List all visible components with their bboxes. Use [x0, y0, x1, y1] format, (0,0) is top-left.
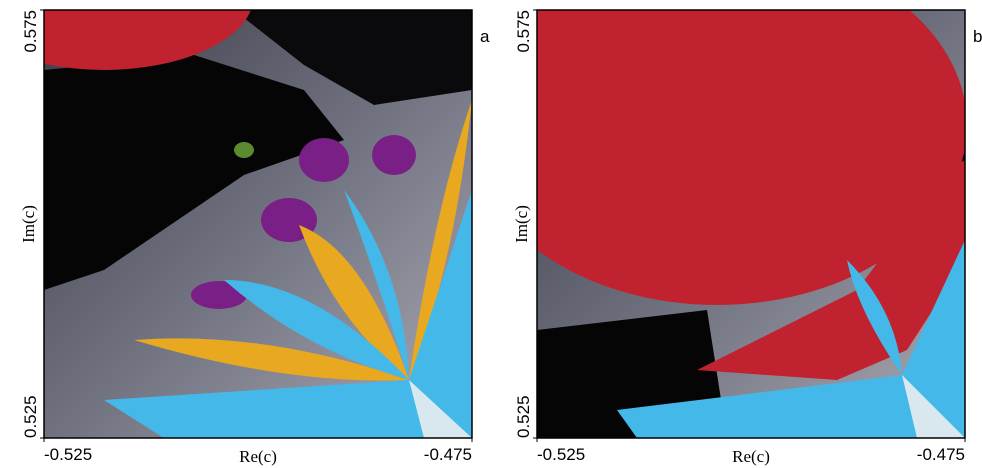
panel-label: b [973, 27, 982, 46]
x-axis-label: Re(c) [732, 447, 770, 466]
y-tick-label: 0.525 [514, 395, 533, 438]
panel-label: a [480, 27, 490, 46]
purple-region [372, 135, 416, 175]
y-tick-label: 0.525 [21, 395, 40, 438]
x-tick-label: -0.525 [537, 445, 585, 464]
x-tick-label: -0.525 [44, 445, 92, 464]
panel-a: -0.525 -0.475 0.525 0.575 Re(c) Im(c) a [0, 0, 490, 466]
y-tick-label: 0.575 [21, 10, 40, 53]
x-axis-label: Re(c) [239, 447, 277, 466]
y-axis-label: Im(c) [512, 205, 531, 243]
purple-region [299, 138, 349, 182]
x-tick-label: -0.475 [917, 445, 965, 464]
y-tick-label: 0.575 [514, 10, 533, 53]
fractal-image [0, 0, 472, 438]
x-tick-label: -0.475 [424, 445, 472, 464]
fractal-image [467, 0, 967, 438]
panel-b: -0.525 -0.475 0.525 0.575 Re(c) Im(c) b [467, 0, 982, 466]
green-region [234, 142, 254, 158]
figure: -0.525 -0.475 0.525 0.575 Re(c) Im(c) a -0.525… [0, 0, 982, 468]
y-axis-label: Im(c) [19, 205, 38, 243]
